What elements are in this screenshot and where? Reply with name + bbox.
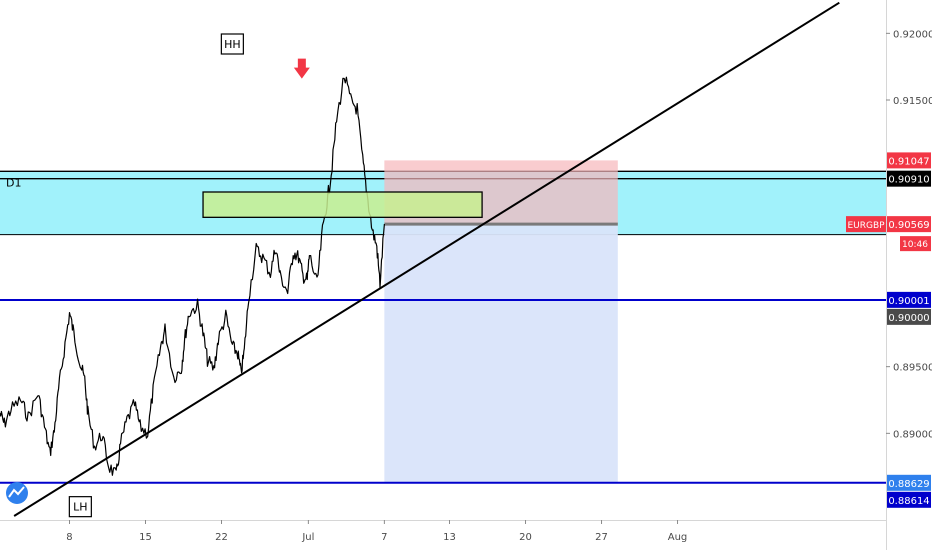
annotation-box bbox=[220, 33, 244, 55]
x-tick-label: 7 bbox=[381, 532, 387, 543]
countdown-text: 10:46 bbox=[902, 240, 928, 250]
price-label[interactable]: 0.88614 bbox=[887, 491, 931, 508]
x-tick-label: 13 bbox=[443, 532, 456, 543]
price-label[interactable]: 0.90569 bbox=[887, 216, 931, 233]
price-label[interactable]: 0.90001 bbox=[887, 291, 931, 308]
x-tick-label: Jul bbox=[301, 532, 314, 543]
price-label-text: 0.90569 bbox=[888, 220, 929, 231]
annotation-text: HH bbox=[224, 38, 241, 51]
trendline[interactable] bbox=[13, 1, 840, 517]
price-label-text: 0.91047 bbox=[888, 156, 929, 167]
symbol-badge[interactable]: EURGBP bbox=[846, 216, 886, 233]
x-tick-label: 22 bbox=[215, 532, 228, 543]
countdown-label[interactable]: 10:46 bbox=[900, 236, 931, 252]
annotation-lh[interactable]: LH bbox=[68, 496, 92, 518]
price-label-text: 0.90001 bbox=[888, 296, 929, 307]
price-label-text: 0.88614 bbox=[888, 496, 929, 507]
x-tick-label: 27 bbox=[595, 532, 608, 543]
y-tick-label: 0.91500 bbox=[893, 96, 932, 107]
countdown-bg bbox=[900, 236, 931, 252]
y-tick-label: 0.89500 bbox=[893, 363, 932, 374]
price-label[interactable]: 0.91047 bbox=[887, 152, 931, 169]
y-tick-label: 0.89000 bbox=[893, 429, 932, 440]
price-label-bg bbox=[887, 474, 931, 491]
price-label[interactable]: 0.88629 bbox=[887, 474, 931, 491]
price-label-text: 0.90000 bbox=[888, 313, 929, 324]
x-tick-label: 15 bbox=[139, 532, 152, 543]
price-label-bg bbox=[887, 216, 931, 233]
price-label-bg bbox=[887, 152, 931, 169]
price-label-text: 0.88629 bbox=[888, 479, 929, 490]
y-tick-label: 0.92000 bbox=[893, 29, 932, 40]
price-label[interactable]: 0.90910 bbox=[887, 170, 931, 187]
x-tick-label: 20 bbox=[519, 532, 532, 543]
symbol-badge-text: EURGBP bbox=[847, 221, 885, 231]
price-label-bg bbox=[887, 291, 931, 308]
price-label-text: 0.90910 bbox=[888, 175, 929, 186]
highlight-box[interactable] bbox=[202, 191, 483, 218]
annotation-text: LH bbox=[73, 501, 87, 514]
annotation-box bbox=[68, 496, 92, 518]
logo-mark bbox=[8, 486, 25, 498]
price-label-bg bbox=[887, 491, 931, 508]
take-profit-area[interactable] bbox=[384, 224, 618, 483]
tradingview-logo bbox=[6, 482, 28, 504]
x-tick-label: Aug bbox=[668, 532, 688, 543]
timeframe-label: D1 bbox=[6, 177, 21, 190]
down-arrow-icon[interactable] bbox=[293, 58, 310, 79]
price-label[interactable]: 0.90000 bbox=[887, 308, 931, 325]
x-tick-label: 8 bbox=[66, 532, 72, 543]
symbol-badge-bg bbox=[846, 216, 886, 233]
price-axis[interactable] bbox=[886, 0, 932, 550]
price-label-bg bbox=[887, 308, 931, 325]
price-label-bg bbox=[887, 170, 931, 187]
time-axis[interactable] bbox=[0, 520, 886, 550]
annotation-hh[interactable]: HH bbox=[220, 33, 244, 55]
